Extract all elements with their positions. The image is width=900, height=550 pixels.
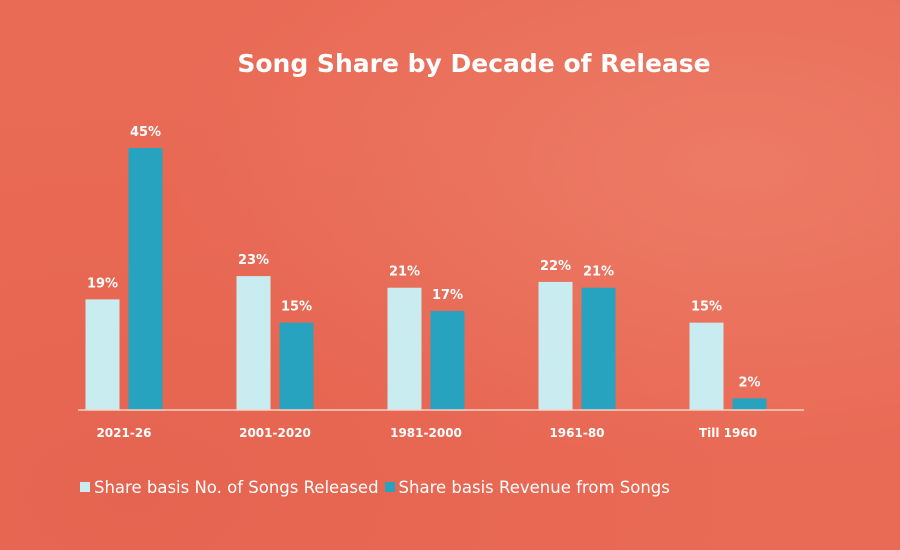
legend-label-revenue: Share basis Revenue from Songs bbox=[398, 477, 670, 497]
data-label-revenue-2001-2020: 15% bbox=[281, 300, 312, 315]
bar-songs-released-till-1960 bbox=[689, 322, 724, 410]
data-label-revenue-1981-2000: 17% bbox=[432, 288, 463, 303]
data-label-revenue-till-1960: 2% bbox=[738, 375, 760, 390]
x-tick-label-1981-2000: 1981-2000 bbox=[390, 426, 462, 440]
legend-swatch-songs-released bbox=[80, 482, 90, 492]
x-tick-label-till-1960: Till 1960 bbox=[699, 426, 757, 440]
data-label-songs-released-till-1960: 15% bbox=[691, 300, 722, 315]
bar-songs-released-2001-2020 bbox=[236, 276, 271, 410]
bar-revenue-till-1960 bbox=[732, 398, 767, 410]
bar-revenue-2001-2020 bbox=[279, 322, 314, 410]
legend-item-songs-released: Share basis No. of Songs Released bbox=[80, 478, 379, 497]
bar-songs-released-2021-26 bbox=[85, 299, 120, 410]
legend-label-songs-released: Share basis No. of Songs Released bbox=[94, 477, 379, 497]
legend-item-revenue: Share basis Revenue from Songs bbox=[384, 477, 670, 497]
data-label-revenue-1961-80: 21% bbox=[583, 265, 614, 280]
data-label-songs-released-1961-80: 22% bbox=[540, 259, 571, 274]
bar-songs-released-1961-80 bbox=[538, 281, 573, 410]
data-label-songs-released-2001-2020: 23% bbox=[238, 253, 269, 268]
bar-revenue-1981-2000 bbox=[430, 311, 465, 410]
x-tick-label-1961-80: 1961-80 bbox=[549, 426, 604, 440]
bar-revenue-1961-80 bbox=[581, 287, 616, 410]
labels-layer: 19% 45% 2021-26 23% 15% 2001-2020 21% 17% 1981-2… bbox=[87, 125, 761, 440]
data-label-songs-released-2021-26: 19% bbox=[87, 276, 118, 291]
x-tick-label-2021-26: 2021-26 bbox=[96, 426, 151, 440]
chart-title: Song Share by Decade of Release bbox=[237, 49, 710, 78]
legend-swatch-revenue bbox=[384, 482, 395, 492]
data-label-revenue-2021-26: 45% bbox=[130, 125, 161, 140]
bar-revenue-2021-26 bbox=[128, 148, 163, 410]
x-tick-label-2001-2020: 2001-2020 bbox=[239, 426, 311, 440]
legend: Share basis No. of Songs Released Share … bbox=[80, 476, 676, 498]
data-label-songs-released-1981-2000: 21% bbox=[389, 265, 420, 280]
bars-layer bbox=[85, 148, 767, 410]
bar-songs-released-1981-2000 bbox=[387, 287, 422, 410]
